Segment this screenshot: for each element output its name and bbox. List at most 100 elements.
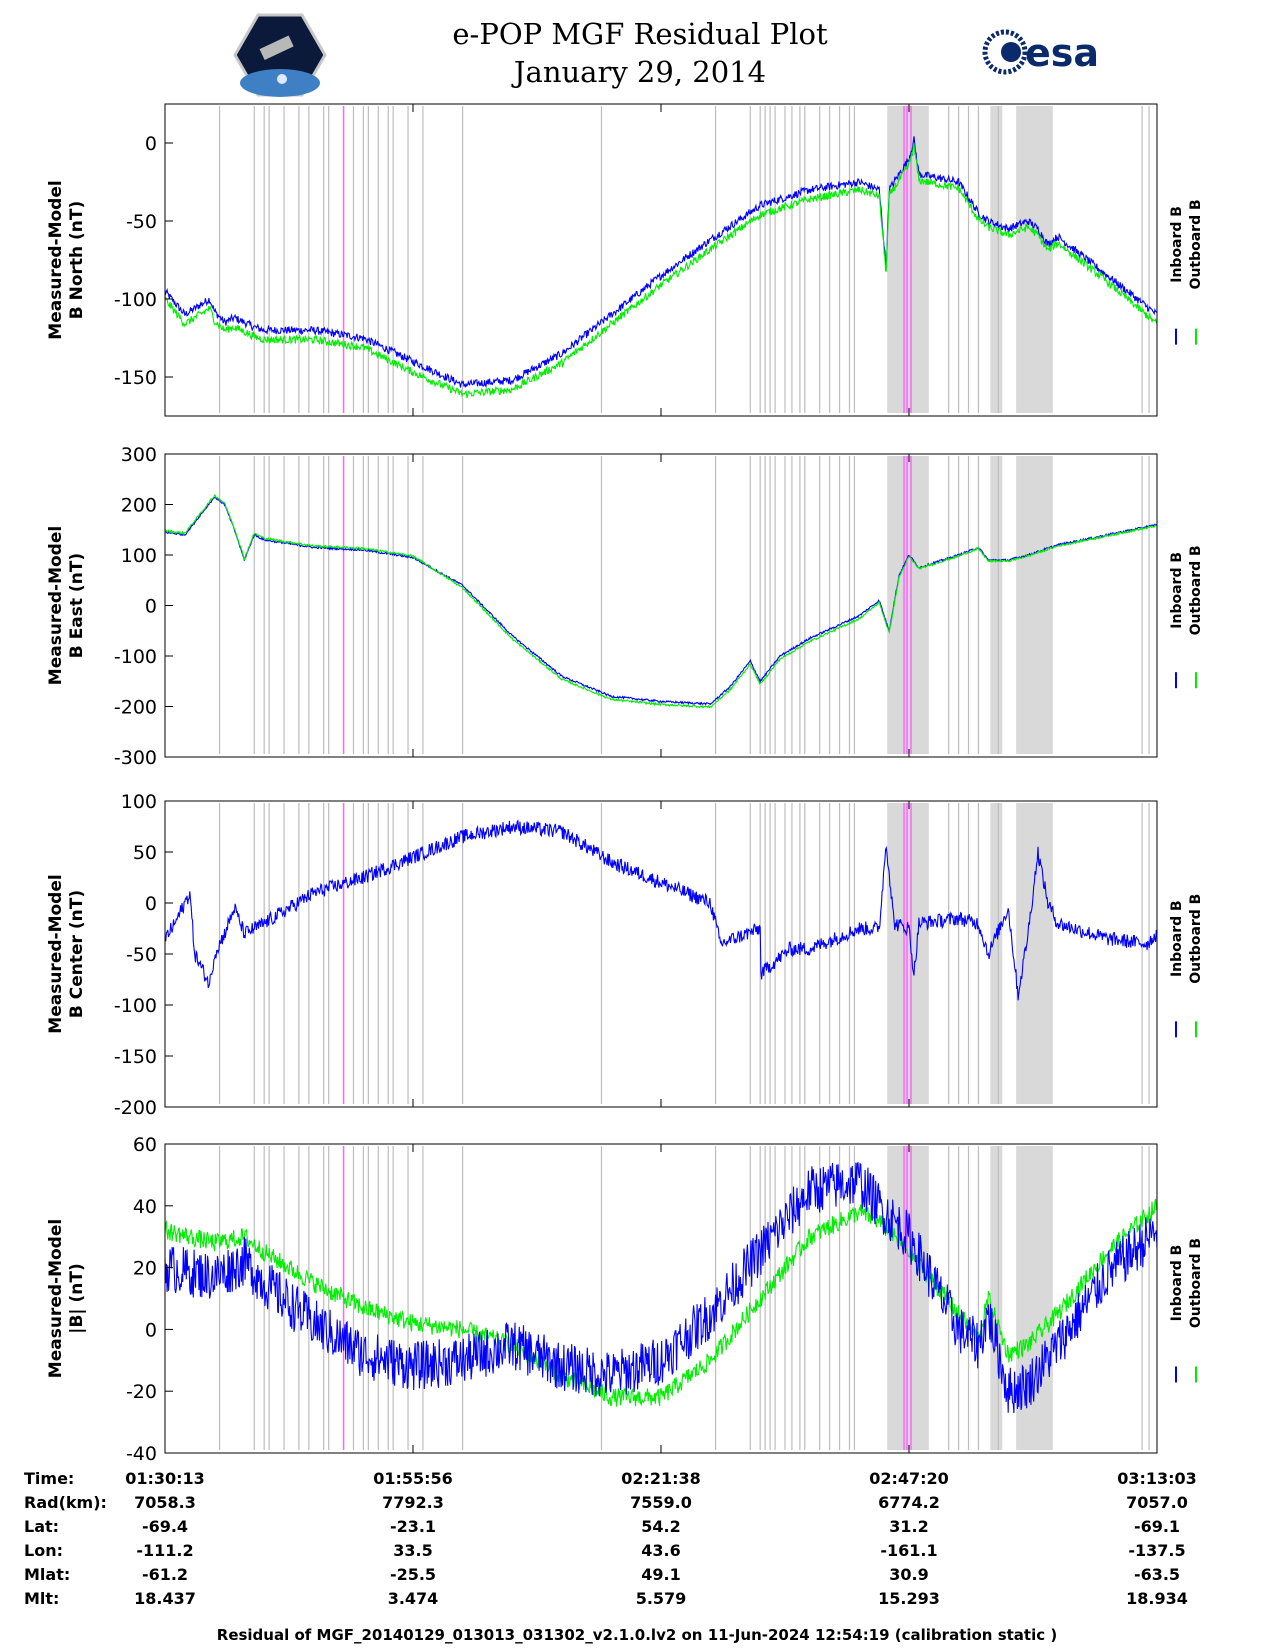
y-tick-label: -100 [114,289,157,311]
footer-caption: Residual of MGF_20140129_013013_031302_v… [217,1626,1057,1644]
y-tick-label: -150 [114,1046,157,1068]
ephemeris-value: -69.4 [142,1517,188,1536]
shaded-region [887,1146,929,1450]
legend-outboard-label: Outboard B [1188,199,1204,289]
ephemeris-value: 02:21:38 [621,1469,701,1488]
ephemeris-value: -25.5 [390,1565,436,1584]
shaded-region [887,106,929,413]
series-line-outboard-b [165,143,1157,399]
esa-swirl-icon [982,29,1028,75]
cassiope-logo-icon [233,13,327,97]
panel-2: 300 200 100 0 -100 -200 -300 Measured-Model B Ea… [46,444,1204,769]
series-line-inboard-b [165,1161,1157,1414]
y-axis-label-line1: Measured-Model [46,180,66,339]
legend-inboard-label: Inboard B [1169,552,1185,629]
y-axis-label-line2: B North (nT) [67,201,87,320]
y-tick-label: 100 [121,791,157,813]
ephemeris-value: 7058.3 [134,1493,196,1512]
y-tick-label: 0 [145,596,157,618]
y-tick-label: 0 [145,133,157,155]
y-tick-label: 40 [133,1196,157,1218]
ephemeris-value: -61.2 [142,1565,188,1584]
y-tick-label: -200 [114,697,157,719]
ephemeris-value: 01:30:13 [125,1469,205,1488]
legend-inboard-label: Inboard B [1169,206,1185,283]
ephemeris-row-label: Lon: [24,1541,63,1560]
series-line-inboard-b [165,496,1157,707]
series-line-outboard-b [165,1198,1157,1407]
y-axis-label-line1: Measured-Model [46,874,66,1033]
ephemeris-value: 43.6 [641,1541,680,1560]
ephemeris-value: 18.437 [134,1589,196,1608]
plot-frame [164,103,1158,417]
series-line-inboard-b [165,819,1157,1001]
ephemeris-row-label: Lat: [24,1517,59,1536]
ephemeris-value: -69.1 [1134,1517,1180,1536]
shaded-region [990,456,1003,754]
ephemeris-value: 49.1 [641,1565,680,1584]
ephemeris-value: 31.2 [889,1517,928,1536]
y-tick-label: -40 [126,1443,157,1465]
ephemeris-value: 7792.3 [382,1493,444,1512]
ephemeris-value: 03:13:03 [1117,1469,1197,1488]
ephemeris-row-label: Mlat: [24,1565,70,1584]
ephemeris-row-label: Mlt: [24,1589,59,1608]
y-tick-label: -20 [126,1381,157,1403]
plot-date: January 29, 2014 [511,55,766,89]
panel-1: 0 -50 -100 -150 Measured-Model B North (nT) In… [46,103,1204,417]
y-tick-label: -150 [114,367,157,389]
y-tick-label: -300 [114,747,157,769]
header: e-POP MGF Residual Plot January 29, 2014… [233,13,1099,97]
shaded-region [1016,803,1053,1104]
legend-inboard-label: Inboard B [1169,1245,1185,1322]
y-tick-label: -50 [126,211,157,233]
esa-logo: esa [982,29,1099,75]
ephemeris-value: -63.5 [1134,1565,1180,1584]
ephemeris-value: 18.934 [1126,1589,1188,1608]
legend-outboard-label: Outboard B [1188,894,1204,984]
panel-3: 100 50 0 -50 -100 -150 -200 Measured-Model B Cen… [46,791,1204,1119]
series-line-outboard-b [165,494,1157,709]
ephemeris-table: Time: 01:30:13 01:55:56 02:21:38 02:47:20 03:… [24,1469,1197,1608]
shaded-region [1016,106,1053,413]
y-axis-label-line1: Measured-Model [46,1219,66,1378]
esa-logo-text: esa [1025,31,1099,75]
ephemeris-value: 01:55:56 [373,1469,453,1488]
ephemeris-value: -23.1 [390,1517,436,1536]
plot-frame [164,800,1158,1108]
plot-frame [164,453,1158,758]
y-tick-label: 20 [133,1258,157,1280]
y-axis-label-line2: B Center (nT) [67,890,87,1018]
legend-inboard-label: Inboard B [1169,900,1185,977]
ephemeris-value: 30.9 [889,1565,928,1584]
ephemeris-row-label: Time: [24,1469,74,1488]
y-tick-label: 300 [121,444,157,466]
legend-outboard-label: Outboard B [1188,1238,1204,1328]
y-axis-label-line2: B East (nT) [67,553,87,658]
ephemeris-value: 6774.2 [878,1493,940,1512]
y-tick-label: -100 [114,995,157,1017]
shaded-region [1016,456,1053,754]
ephemeris-value: 3.474 [388,1589,439,1608]
y-tick-label: 60 [133,1134,157,1156]
y-tick-label: 100 [121,545,157,567]
ephemeris-value: 33.5 [393,1541,432,1560]
ephemeris-value: 15.293 [878,1589,940,1608]
y-tick-label: 0 [145,1319,157,1341]
y-tick-label: 0 [145,893,157,915]
ephemeris-value: 7057.0 [1126,1493,1188,1512]
legend-outboard-label: Outboard B [1188,545,1204,635]
y-tick-label: 200 [121,495,157,517]
ephemeris-value: -111.2 [136,1541,193,1560]
ephemeris-value: -137.5 [1128,1541,1185,1560]
y-tick-label: -100 [114,646,157,668]
y-axis-label-line1: Measured-Model [46,526,66,685]
plot-title: e-POP MGF Residual Plot [452,17,828,51]
shaded-region [990,106,1003,413]
ephemeris-value: 54.2 [641,1517,680,1536]
y-tick-label: -50 [126,944,157,966]
shaded-region [990,803,1003,1104]
y-tick-label: 50 [133,842,157,864]
shaded-region [990,1146,1003,1450]
